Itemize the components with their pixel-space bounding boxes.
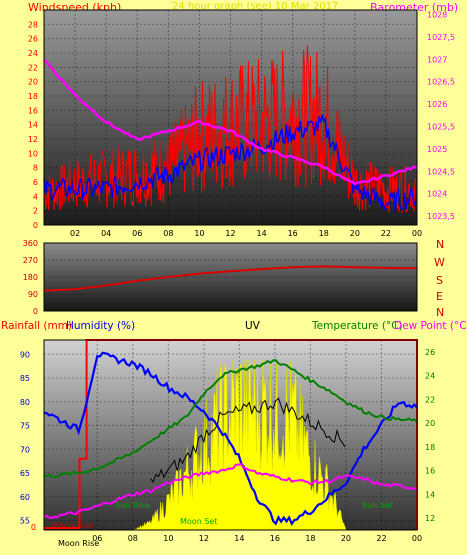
y-left-tick-label: 0 [33, 221, 38, 230]
y-left-tick-label: 18 [28, 92, 38, 101]
temperature-tick-label: 22 [425, 395, 435, 404]
x-tick-label: 02 [70, 229, 80, 238]
x-tick-label: 22 [381, 229, 391, 238]
humidity-tick-label: 60 [20, 493, 30, 502]
y-right-tick-label: 1025,5 [427, 122, 455, 131]
plot-frame [43, 339, 418, 531]
y-left-tick-label: 6 [33, 178, 38, 187]
bottom-x-tick-label: 00 [412, 534, 422, 543]
rainfall-title: Rainfall (mm) [1, 320, 73, 332]
x-tick-label: 18 [319, 229, 329, 238]
humidity-tick-label: 90 [20, 350, 30, 359]
bottom-x-tick-label: 06 [92, 534, 102, 543]
y-right-tick-label: 1027,5 [427, 33, 455, 42]
direction-tick-label: 270 [23, 256, 38, 265]
y-left-tick-label: 16 [28, 106, 38, 115]
compass-e: E [436, 290, 443, 303]
y-left-tick-label: 24 [28, 49, 38, 58]
y-right-tick-label: 1026,5 [427, 78, 455, 87]
bottom-x-tick-label: 16 [270, 534, 280, 543]
x-tick-label: 06 [132, 229, 142, 238]
humidity-tick-label: 55 [20, 517, 30, 526]
humidity-title: Humidity (%) [66, 320, 136, 332]
x-tick-label: 04 [101, 229, 111, 238]
graph-title: 24 hour graph (see) 10 Mar 2017 [172, 1, 339, 12]
x-tick-label: 10 [194, 229, 204, 238]
y-right-tick-label: 1028 [427, 10, 447, 19]
direction-series-line [43, 265, 418, 292]
y-left-tick-label: 20 [28, 78, 38, 87]
x-tick-label: 14 [256, 229, 266, 238]
windspeed-series-line [43, 45, 417, 213]
humidity-series-line [43, 351, 418, 527]
temperature-tick-label: 18 [425, 443, 435, 452]
dewpoint-series-line [43, 462, 418, 519]
y-right-tick-label: 1025 [427, 145, 447, 154]
bottom-x-tick-label: 20 [341, 534, 351, 543]
bottom-x-tick-label: 18 [305, 534, 315, 543]
humidity-tick-label: 85 [20, 374, 30, 383]
y-left-tick-label: 10 [28, 149, 38, 158]
temperature-tick-label: 16 [425, 467, 435, 476]
temperature-tick-label: 26 [425, 348, 435, 357]
y-left-tick-label: 2 [33, 207, 38, 216]
bottom-x-tick-label: 10 [163, 534, 173, 543]
y-left-tick-label: 14 [28, 121, 38, 130]
bottom-x-tick-label: 12 [199, 534, 209, 543]
direction-tick-label: 360 [23, 239, 38, 248]
y-left-tick-label: 28 [28, 20, 38, 29]
compass-n-top: N [436, 238, 444, 251]
compass-n-bottom: N [436, 306, 444, 319]
y-left-tick-label: 8 [33, 164, 38, 173]
humidity-tick-label: 65 [20, 469, 30, 478]
temperature-tick-label: 12 [425, 514, 435, 523]
annotation-moon-set: Moon Set [180, 517, 217, 526]
compass-s: S [436, 274, 443, 287]
temperature-title: Temperature (°C) [312, 320, 403, 332]
direction-tick-label: 0 [33, 307, 38, 316]
y-right-tick-label: 1027 [427, 55, 447, 64]
annotation-sun-set: Sun Set [362, 501, 393, 510]
temperature-tick-label: 20 [425, 419, 435, 428]
temperature-tick-label: 14 [425, 490, 435, 499]
compass-w: W [434, 256, 445, 269]
y-right-tick-label: 1023,5 [427, 212, 455, 221]
x-tick-label: 00 [412, 229, 422, 238]
uv-series-area [132, 359, 347, 531]
x-tick-label: 20 [350, 229, 360, 238]
annotation-moon-rise-top: Moon Rise [52, 521, 93, 530]
temperature-tick-label: 24 [425, 372, 435, 381]
plot-frame [43, 242, 418, 312]
y-right-tick-label: 1026 [427, 100, 447, 109]
y-left-tick-label: 22 [28, 63, 38, 72]
annotation-moon-rise: Moon Rise [58, 539, 99, 548]
y-left-tick-label: 4 [33, 192, 38, 201]
x-tick-label: 12 [225, 229, 235, 238]
x-tick-label: 08 [163, 229, 173, 238]
x-tick-label: 16 [288, 229, 298, 238]
direction-tick-label: 90 [28, 290, 38, 299]
direction-tick-label: 180 [23, 273, 38, 282]
humidity-tick-label: 70 [20, 445, 30, 454]
rain-tick-label: 0 [31, 523, 36, 532]
y-left-tick-label: 12 [28, 135, 38, 144]
barometer-series-line [43, 58, 418, 186]
y-right-tick-label: 1024,5 [427, 167, 455, 176]
bottom-x-tick-label: 22 [376, 534, 386, 543]
windspeed-avg-series-line [43, 114, 417, 213]
dewpoint-title: Dew Point (°C) [394, 320, 467, 332]
heat-index-series-line [150, 397, 346, 484]
y-right-tick-label: 1024 [427, 190, 447, 199]
bottom-x-tick-label: 14 [234, 534, 244, 543]
humidity-tick-label: 75 [20, 422, 30, 431]
bottom-x-tick-label: 08 [128, 534, 138, 543]
middle-plot-area [44, 243, 417, 311]
y-left-tick-label: 26 [28, 35, 38, 44]
humidity-tick-label: 80 [20, 398, 30, 407]
uv-title: UV [245, 320, 260, 332]
annotation-sun-rise: Sun Rise [115, 501, 150, 510]
plot-frame [43, 9, 418, 226]
temperature-series-line [43, 359, 418, 479]
